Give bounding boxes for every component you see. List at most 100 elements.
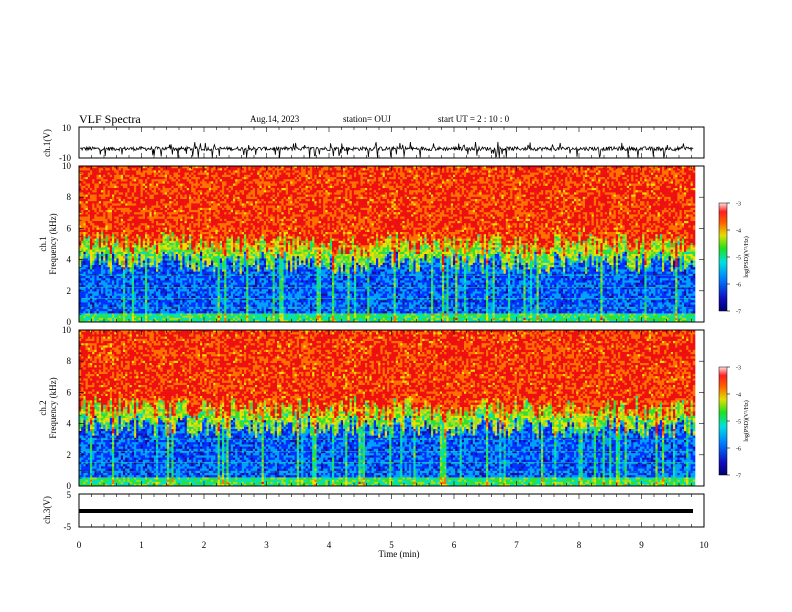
spectrogram-cell (187, 265, 190, 268)
spectrogram-cell (99, 272, 102, 275)
spectrogram-cell (112, 175, 115, 178)
spectrogram-cell (187, 234, 190, 237)
spectrogram-cell (97, 278, 100, 281)
spectrogram-cell (152, 212, 155, 215)
spectrogram-cell (125, 285, 128, 288)
spectrogram-cell (198, 291, 201, 294)
spectrogram-cell (83, 261, 86, 264)
spectrogram-cell (101, 256, 104, 259)
spectrogram-cell (178, 272, 181, 275)
spectrogram-cell (134, 250, 137, 253)
spectrogram-cell (169, 236, 172, 239)
spectrogram-cell (189, 265, 192, 268)
spectrogram-cell (81, 170, 84, 173)
spectrogram-cell (121, 296, 124, 299)
spectrogram-cell (169, 309, 172, 312)
spectrogram-cell (174, 289, 177, 292)
spectrogram-cell (125, 181, 128, 184)
spectrogram-cell (125, 239, 128, 242)
spectrogram-cell (178, 294, 181, 297)
spectrogram-cell (182, 283, 185, 286)
spectrogram-cell (187, 208, 190, 211)
spectrogram-cell (132, 280, 135, 283)
spectrogram-cell (204, 243, 207, 246)
spectrogram-cell (191, 225, 194, 228)
spectrogram-cell (218, 190, 221, 193)
spectrogram-cell (202, 179, 205, 182)
spectrogram-cell (119, 201, 122, 204)
spectrogram-cell (152, 305, 155, 308)
spectrogram-cell (187, 197, 190, 200)
spectrogram-cell (81, 181, 84, 184)
spectrogram-cell (121, 197, 124, 200)
spectrogram-cell (220, 241, 223, 244)
spectrogram-cell (90, 296, 93, 299)
spectrogram-cell (211, 181, 214, 184)
spectrogram-cell (130, 289, 133, 292)
spectrogram-cell (209, 232, 212, 235)
spectrogram-cell (222, 289, 225, 292)
spectrogram-cell (112, 250, 115, 253)
spectrogram-cell (127, 278, 129, 281)
spectrogram-cell (220, 177, 223, 180)
spectrogram-cell (156, 305, 159, 308)
spectrogram-cell (130, 280, 133, 283)
spectrogram-cell (160, 258, 163, 261)
spectrogram-cell (143, 265, 146, 268)
spectrogram-cell (138, 179, 141, 182)
spectrogram-cell (224, 208, 227, 211)
spectrogram-cell (132, 219, 135, 222)
spectrogram-cell (207, 296, 210, 299)
spectrogram-cell (198, 221, 201, 224)
spectrogram-cell (182, 311, 185, 314)
spectrogram-cell (165, 267, 168, 270)
spectrogram-cell (213, 173, 216, 176)
spectrogram-cell (174, 223, 177, 226)
spectrogram-cell (123, 239, 126, 242)
spectrogram-cell (152, 300, 155, 303)
spectrogram-cell (99, 263, 102, 266)
spectrogram-cell (105, 203, 108, 206)
spectrogram-cell (178, 276, 181, 279)
spectrogram-cell (204, 228, 207, 231)
spectrogram-cell (130, 179, 133, 182)
spectrogram-cell (163, 239, 166, 242)
spectrogram-cell (204, 318, 207, 321)
spectrogram-cell (86, 300, 89, 303)
spectrogram-cell (90, 243, 93, 246)
spectrogram-cell (169, 173, 172, 176)
spectrogram-cell (145, 278, 148, 281)
spectrogram-cell (163, 170, 166, 173)
spectrogram-cell (134, 247, 137, 250)
spectrogram-cell (136, 212, 139, 215)
spectrogram-cell (160, 217, 163, 220)
spectrogram-cell (112, 265, 115, 268)
spectrogram-cell (130, 175, 133, 178)
spectrogram-cell (81, 311, 84, 314)
spectrogram-cell (204, 294, 207, 297)
spectrogram-cell (119, 285, 122, 288)
spectrogram-cell (222, 296, 225, 299)
spectrogram-cell (143, 181, 146, 184)
spectrogram-cell (154, 276, 157, 279)
spectrogram-cell (134, 201, 137, 204)
spectrogram-cell (176, 214, 179, 217)
spectrogram-cell (209, 190, 212, 193)
spectrogram-cell (152, 247, 155, 250)
spectrogram-cell (108, 278, 111, 281)
spectrogram-cell (86, 272, 89, 275)
spectrogram-cell (222, 177, 225, 180)
spectrogram-cell (163, 177, 166, 180)
spectrogram-cell (105, 206, 108, 209)
spectrogram-cell (141, 239, 144, 242)
spectrogram-cell (163, 243, 166, 246)
spectrogram-cell (207, 289, 210, 292)
spectrogram-cell (83, 188, 86, 191)
spectrogram-cell (147, 265, 150, 268)
spectrogram-cell (92, 208, 95, 211)
spectrogram-cell (200, 263, 203, 266)
spectrogram-cell (220, 280, 223, 283)
spectrogram-cell (187, 219, 190, 222)
spectrogram-cell (189, 241, 192, 244)
spectrogram-cell (90, 252, 93, 255)
